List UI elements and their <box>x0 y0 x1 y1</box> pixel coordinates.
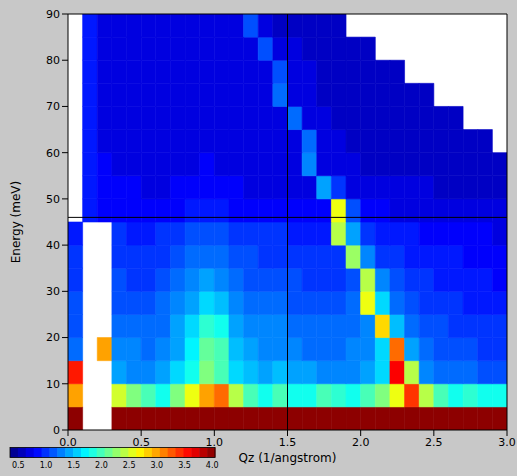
svg-text:40: 40 <box>46 239 60 252</box>
svg-text:3.0: 3.0 <box>150 461 163 470</box>
svg-text:Energy (meV): Energy (meV) <box>9 181 23 263</box>
svg-text:20: 20 <box>46 331 60 344</box>
svg-text:4.0: 4.0 <box>206 461 219 470</box>
svg-text:0: 0 <box>53 424 60 437</box>
svg-text:2.5: 2.5 <box>425 436 443 449</box>
svg-text:1.5: 1.5 <box>67 461 80 470</box>
svg-text:3.0: 3.0 <box>498 436 516 449</box>
svg-text:10: 10 <box>46 378 60 391</box>
svg-text:0.0: 0.0 <box>59 436 77 449</box>
svg-text:1.0: 1.0 <box>40 461 53 470</box>
svg-text:0.5: 0.5 <box>12 461 25 470</box>
svg-text:2.0: 2.0 <box>95 461 108 470</box>
svg-text:50: 50 <box>46 193 60 206</box>
svg-text:80: 80 <box>46 54 60 67</box>
svg-text:2.5: 2.5 <box>123 461 136 470</box>
svg-text:90: 90 <box>46 8 60 21</box>
svg-text:3.5: 3.5 <box>178 461 191 470</box>
svg-text:60: 60 <box>46 147 60 160</box>
svg-text:Qz (1/angstrom): Qz (1/angstrom) <box>239 451 337 465</box>
svg-text:0.5: 0.5 <box>132 436 150 449</box>
svg-text:1.5: 1.5 <box>279 436 297 449</box>
svg-text:70: 70 <box>46 100 60 113</box>
svg-text:2.0: 2.0 <box>352 436 370 449</box>
svg-text:30: 30 <box>46 285 60 298</box>
svg-text:1.0: 1.0 <box>206 436 224 449</box>
